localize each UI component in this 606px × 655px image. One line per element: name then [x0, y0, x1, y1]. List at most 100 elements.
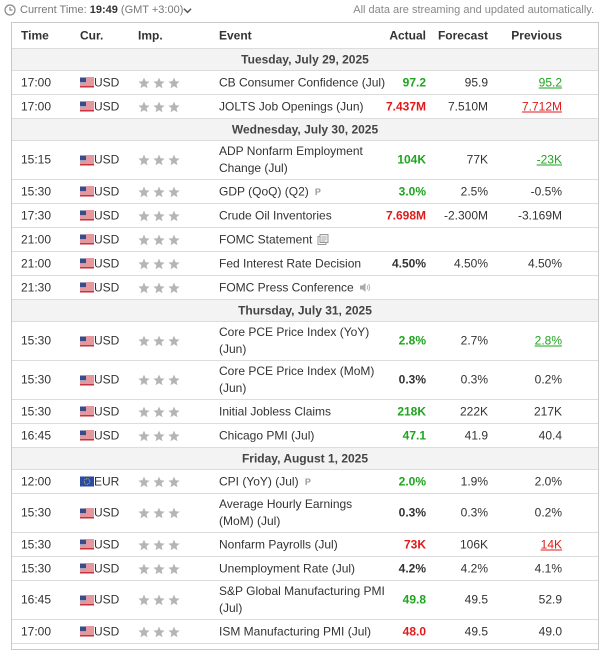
event-name-text[interactable]: Nonfarm Payrolls (Jul) [219, 537, 338, 551]
event-name-text[interactable]: ISM Manufacturing Prices (Jul) [219, 648, 383, 649]
table-row[interactable]: 17:00 USD CB Consumer Confidence (Jul) 97.2… [12, 70, 598, 94]
document-icon[interactable] [317, 234, 329, 246]
event-name-text[interactable]: FOMC Press Conference [219, 280, 354, 294]
event-name-text[interactable]: JOLTS Job Openings (Jun) [219, 99, 364, 113]
event-name[interactable]: Core PCE Price Index (MoM) (Jun) [219, 363, 389, 397]
event-name-text[interactable]: Fed Interest Rate Decision [219, 256, 362, 270]
current-time[interactable]: Current Time: 19:49 (GMT +3:00) [20, 4, 183, 17]
table-row[interactable]: 17:00 USD JOLTS Job Openings (Jun) 7.437M 7.… [12, 94, 598, 118]
event-name[interactable]: Chicago PMI (Jul) [219, 427, 389, 444]
event-time: 17:00 [21, 75, 52, 89]
event-name[interactable]: S&P Global Manufacturing PMI (Jul) [219, 583, 389, 617]
event-name-text[interactable]: CB Consumer Confidence (Jul) [219, 75, 386, 89]
event-name[interactable]: ISM Manufacturing PMI (Jul) [219, 623, 389, 640]
event-name[interactable]: GDP (QoQ) (Q2) P [219, 183, 389, 200]
importance-stars [138, 539, 180, 551]
table-row[interactable]: 21:00 USD Fed Interest Rate Decision 4.50% 4… [12, 251, 598, 275]
table-row[interactable]: 15:30 USD GDP (QoQ) (Q2) P 3.0% 2.5% -0.5% [12, 179, 598, 203]
event-currency: USD [80, 153, 119, 168]
event-name[interactable]: Average Hourly Earnings (MoM) (Jul) [219, 496, 389, 530]
event-name[interactable]: Core PCE Price Index (YoY) (Jun) [219, 324, 389, 358]
previous-value: 0.2% [534, 372, 562, 387]
star-icon [138, 77, 150, 88]
previous-value: 4.50% [527, 256, 562, 270]
event-name-text[interactable]: Average Hourly Earnings (MoM) (Jul) [219, 497, 353, 528]
previous-value: 0.2% [534, 505, 562, 520]
star-icon [168, 406, 180, 417]
event-name[interactable]: Nonfarm Payrolls (Jul) [219, 536, 389, 553]
star-icon [138, 154, 150, 166]
importance-stars [138, 154, 180, 166]
previous-value: -3.169M [517, 208, 562, 222]
previous-value[interactable]: 14K [540, 537, 562, 551]
col-header-time: Time [21, 28, 49, 42]
event-name[interactable]: Unemployment Rate (Jul) [219, 560, 389, 577]
event-time: 15:30 [21, 537, 52, 551]
day-header: Tuesday, July 29, 2025 [12, 48, 598, 70]
table-row[interactable]: 15:30 USD Core PCE Price Index (MoM) (Jun)… [12, 360, 598, 399]
previous-value: -0.5% [530, 184, 562, 198]
event-name-text[interactable]: ISM Manufacturing PMI (Jul) [219, 624, 372, 638]
star-icon [153, 282, 165, 293]
table-row[interactable]: 21:00 USD FOMC Statement [12, 227, 598, 251]
event-name-text[interactable]: Crude Oil Inventories [219, 208, 332, 222]
actual-value: 97.2 [402, 75, 426, 89]
col-header-previous: Previous [511, 28, 562, 42]
forecast-value: 1.9% [460, 474, 488, 488]
table-row[interactable]: 16:45 USD Chicago PMI (Jul) 47.1 41.9 40.4 [12, 423, 598, 447]
previous-value[interactable]: 7.712M [521, 99, 562, 113]
importance-stars [138, 476, 180, 488]
table-row[interactable]: 16:45 USD S&P Global Manufacturing PMI (Ju… [12, 580, 598, 619]
previous-value: 69.7 [539, 648, 562, 649]
event-name-text[interactable]: Chicago PMI (Jul) [219, 428, 315, 442]
table-row[interactable]: 12:00 EUR CPI (YoY) (Jul) P 2.0% 1.9% 2.0% [12, 469, 598, 493]
speaker-icon[interactable] [359, 282, 371, 294]
table-row[interactable]: 15:15 USD ADP Nonfarm Employment Change (J… [12, 140, 598, 179]
previous-value[interactable]: 2.8% [534, 333, 562, 348]
table-row[interactable]: 15:30 USD Initial Jobless Claims 218K 222K 21… [12, 399, 598, 423]
table-row[interactable]: 17:30 USD Crude Oil Inventories 7.698M -2.30… [12, 203, 598, 227]
event-name-text[interactable]: GDP (QoQ) (Q2) [219, 184, 309, 198]
event-name[interactable]: JOLTS Job Openings (Jun) [219, 98, 389, 115]
table-row[interactable]: 15:30 USD Unemployment Rate (Jul) 4.2% 4.2% 4… [12, 556, 598, 580]
event-name-text[interactable]: ADP Nonfarm Employment Change (Jul) [219, 144, 363, 175]
table-row[interactable]: 15:30 USD Average Hourly Earnings (MoM) (J… [12, 493, 598, 532]
table-row[interactable]: 15:30 USD Core PCE Price Index (YoY) (Jun)… [12, 321, 598, 360]
event-name[interactable]: ADP Nonfarm Employment Change (Jul) [219, 143, 389, 177]
event-name-text[interactable]: FOMC Statement [219, 232, 313, 246]
event-time: 16:45 [21, 592, 52, 607]
us-flag [80, 626, 94, 637]
event-name-text[interactable]: Unemployment Rate (Jul) [219, 561, 356, 575]
star-icon [168, 430, 180, 441]
star-icon [153, 626, 165, 637]
event-name[interactable]: Initial Jobless Claims [219, 403, 389, 420]
event-name[interactable]: FOMC Statement [219, 231, 389, 248]
event-name[interactable]: FOMC Press Conference [219, 279, 389, 296]
event-name[interactable]: ISM Manufacturing Prices (Jul) [219, 647, 389, 649]
event-name[interactable]: CPI (YoY) (Jul) P [219, 473, 389, 490]
table-row[interactable]: 17:00 USD ISM Manufacturing Prices (Jul) 64… [12, 643, 598, 649]
event-name-text[interactable]: Initial Jobless Claims [219, 404, 332, 418]
event-name[interactable]: Crude Oil Inventories [219, 207, 389, 224]
previous-value[interactable]: 95.2 [538, 75, 562, 89]
star-icon [168, 563, 180, 574]
preliminary-icon[interactable]: P [304, 477, 313, 487]
table-row[interactable]: 21:30 USD FOMC Press Conference [12, 275, 598, 299]
preliminary-icon[interactable]: P [314, 187, 323, 197]
chevron-down-icon[interactable] [183, 6, 192, 15]
event-name-text[interactable]: Core PCE Price Index (YoY) (Jun) [219, 325, 370, 356]
event-name[interactable]: CB Consumer Confidence (Jul) [219, 74, 389, 91]
forecast-value: 2.7% [460, 333, 488, 348]
event-time: 15:15 [21, 152, 52, 167]
event-name[interactable]: Fed Interest Rate Decision [219, 255, 389, 272]
event-name-text[interactable]: Core PCE Price Index (MoM) (Jun) [219, 364, 375, 395]
previous-value[interactable]: -23K [536, 152, 562, 167]
table-row[interactable]: 15:30 USD Nonfarm Payrolls (Jul) 73K 106K 14K [12, 532, 598, 556]
star-icon [153, 563, 165, 574]
forecast-value: 49.5 [464, 624, 488, 638]
currency-code: EUR [94, 474, 120, 488]
event-name-text[interactable]: S&P Global Manufacturing PMI (Jul) [219, 584, 385, 615]
currency-code: USD [94, 75, 120, 89]
event-name-text[interactable]: CPI (YoY) (Jul) [219, 474, 299, 488]
table-row[interactable]: 17:00 USD ISM Manufacturing PMI (Jul) 48.0 4… [12, 619, 598, 643]
